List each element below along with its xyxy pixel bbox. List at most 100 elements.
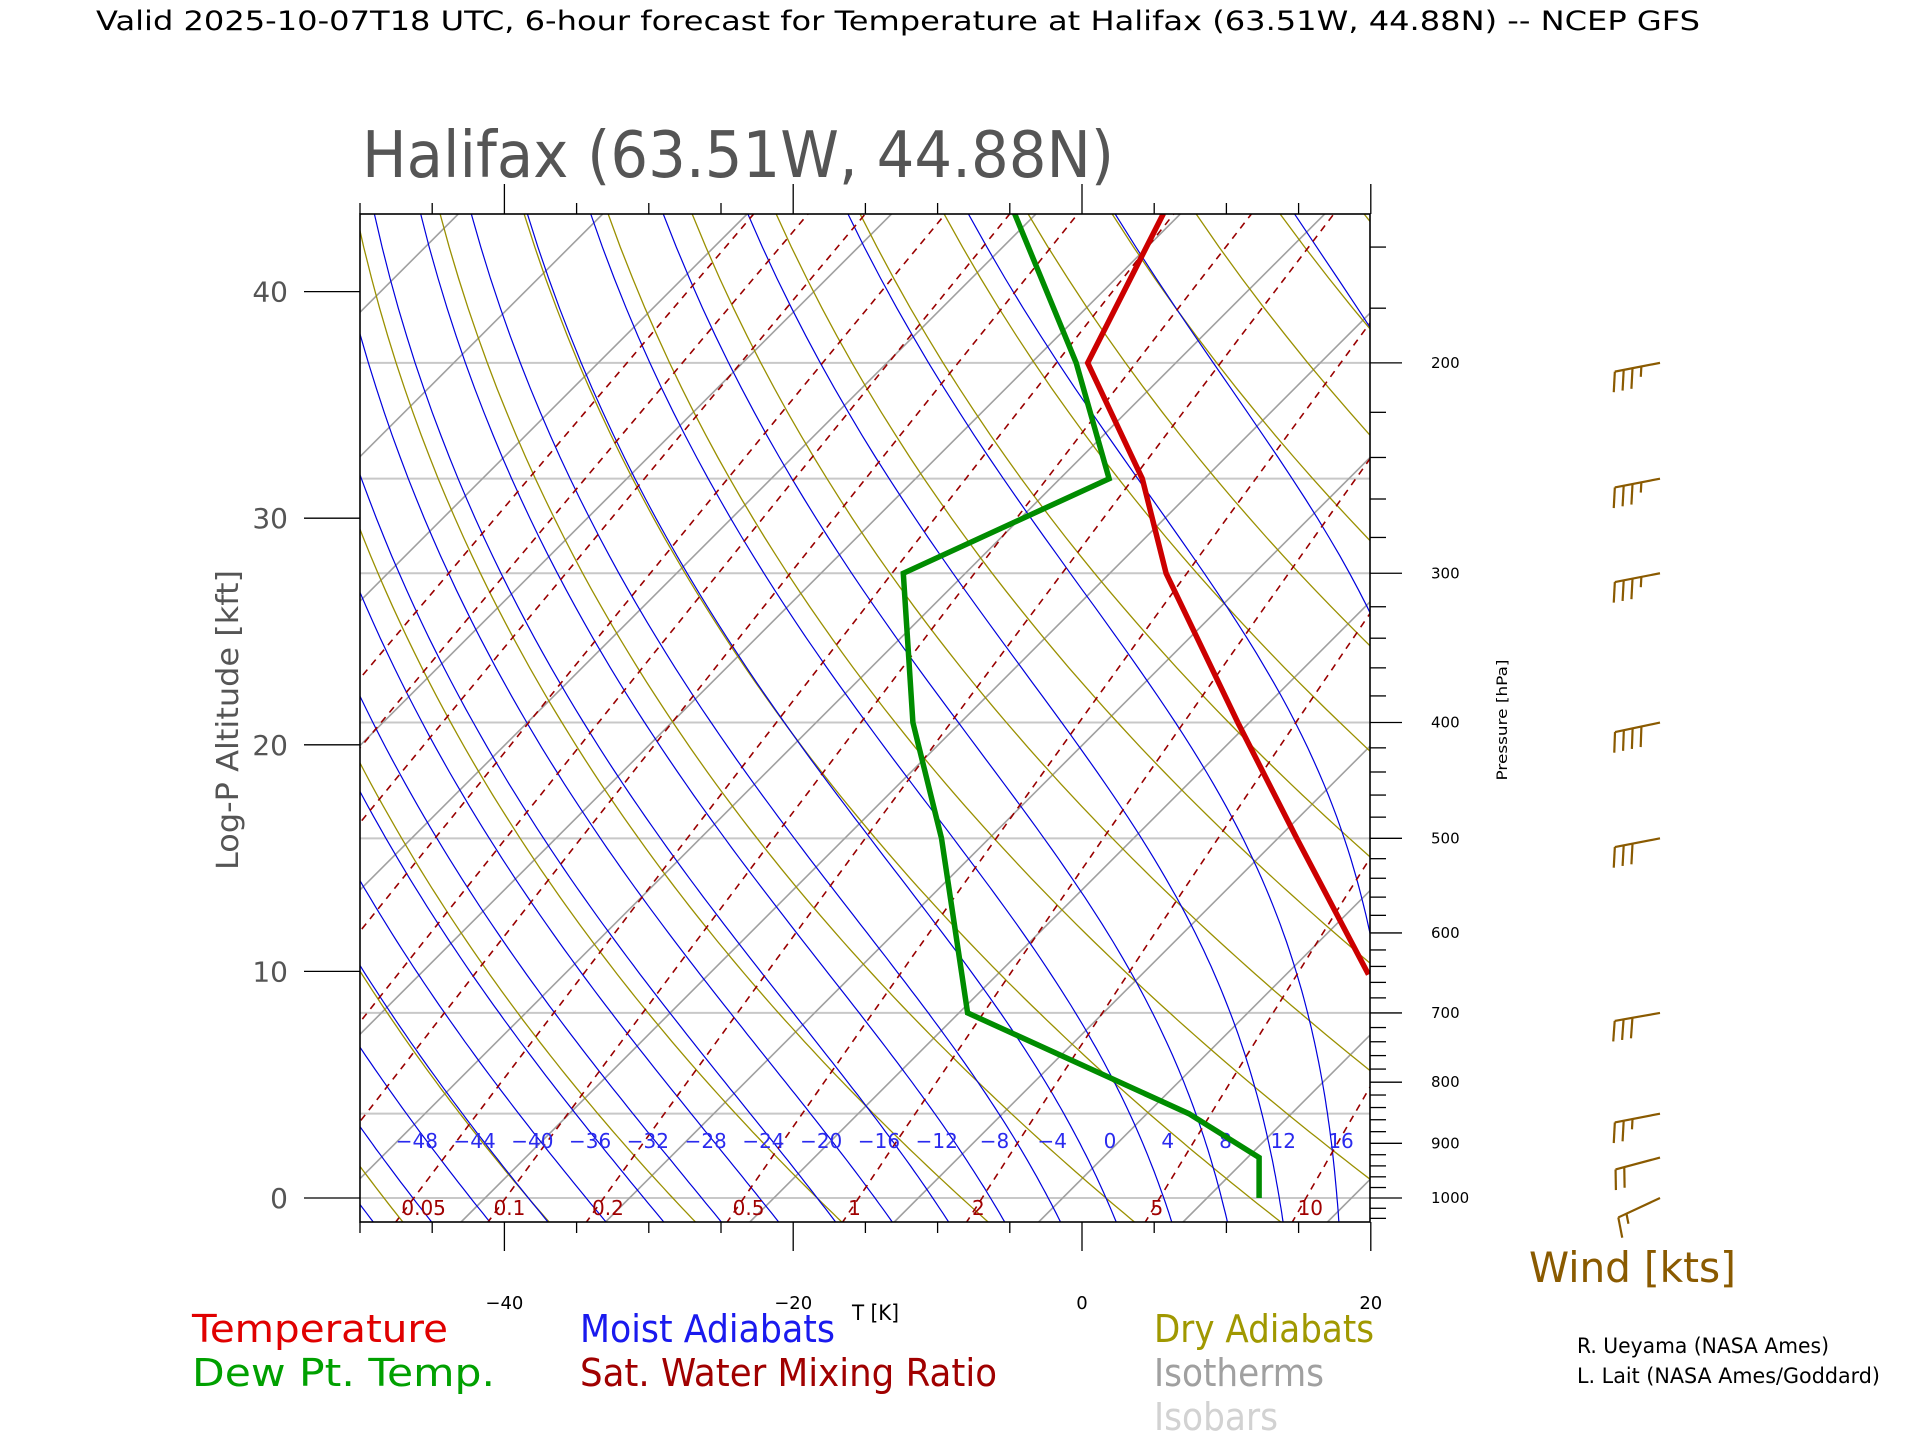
moist-adiabat-label: −44 (454, 1129, 496, 1153)
axes: −40 −20 0 200102030401000900800700600500400… (252, 184, 1469, 1314)
pressure-tick-label: 1000 (1431, 1189, 1469, 1207)
dry-adiabat-line (360, 761, 697, 1222)
moist-adiabat-line (360, 790, 665, 1222)
moist-adiabat-labels: −48 −44 −40 −36 −32 −28 −24 −20 −16 −12 −8 −4 0 4 8 12 1… (396, 1129, 1354, 1153)
chart-title: Halifax (63.51W, 44.88N) (362, 119, 1114, 193)
moist-adiabat-line (526, 214, 1117, 1222)
barb-staff (1614, 721, 1661, 734)
mixing-ratio-label: 2 (972, 1196, 985, 1220)
barb-full (1612, 371, 1616, 393)
legend-moist-adiabats: Moist Adiabats (580, 1307, 835, 1351)
moist-adiabat-label: 4 (1161, 1129, 1174, 1153)
x-axis-label: T [K] (851, 1301, 899, 1325)
dry-adiabat-line (360, 227, 990, 1222)
barb-half (1639, 576, 1643, 588)
moist-adiabat-line (360, 964, 549, 1222)
mixing-ratio-line (360, 214, 755, 680)
pressure-tick-label: 900 (1431, 1134, 1460, 1152)
dry-adiabat-line (1868, 214, 1920, 1224)
isotherm-line (749, 600, 1370, 1222)
mixing-ratio-label: 1 (848, 1196, 861, 1220)
isotherm-line (604, 456, 1370, 1222)
barb-full (1630, 728, 1634, 749)
dry-adiabat-line (1616, 214, 1920, 1224)
barb-full (1621, 580, 1625, 601)
moist-adiabat-line (360, 1046, 491, 1222)
dry-adiabat-line (360, 527, 843, 1222)
dry-adiabat-line (1532, 214, 1920, 1224)
dry-adiabat-line (1279, 214, 1370, 330)
barb-half (1639, 482, 1643, 493)
dry-adiabat-line (859, 214, 1370, 858)
barb-full (1630, 843, 1634, 865)
background-lines: −48 −44 −40 −36 −32 −28 −24 −20 −16 −12 −8 −4 0 4 8 12 1… (0, 214, 1920, 1224)
moist-adiabat-line (1114, 214, 1370, 615)
wind-barb (1612, 477, 1661, 509)
moist-adiabat-line (0, 214, 82, 1224)
barb-half (1639, 366, 1643, 377)
isotherm-line (0, 214, 169, 1222)
mixing-ratio-line (360, 214, 1079, 1123)
legend-dewpoint: Dew Pt. Temp. (192, 1351, 495, 1395)
mixing-ratio-line (965, 612, 1370, 1222)
barb-full (1612, 1020, 1616, 1042)
wind-barbs (1612, 361, 1661, 1238)
moist-adiabat-line (1621, 214, 1745, 1224)
dry-adiabats (360, 214, 1920, 1224)
moist-adiabat-label: −36 (569, 1129, 611, 1153)
moist-adiabat-line (360, 1203, 375, 1222)
barb-full (1621, 1019, 1625, 1040)
wind-barb (1612, 1112, 1661, 1144)
isotherm-line (360, 214, 1326, 1180)
profiles (900, 214, 1370, 1198)
barb-full (1621, 845, 1625, 867)
legend-dry-adiabats: Dry Adiabats (1154, 1307, 1374, 1351)
moist-adiabat-label: −4 (1037, 1129, 1066, 1153)
mixing-ratio-line (841, 457, 1370, 1222)
isotherm-line (0, 214, 25, 1222)
mixing-ratio-line (1144, 856, 1370, 1222)
barb-staff (1614, 361, 1661, 373)
pressure-tick-label: 800 (1431, 1073, 1460, 1091)
mixing-ratio-line (726, 321, 1370, 1222)
mixing-ratio-label: 0.5 (733, 1196, 765, 1220)
isotherm-line (1182, 1033, 1370, 1222)
mixing-ratio-labels: 0.05 0.1 0.2 0.5 1 2 5 10 (401, 1196, 1323, 1220)
moist-adiabat-label: 16 (1328, 1129, 1353, 1153)
moist-adiabat-label: −48 (396, 1129, 438, 1153)
dry-adiabat-line (523, 214, 1282, 1222)
mixing-ratio-line (1450, 214, 1920, 1224)
barb-half (1630, 1118, 1634, 1130)
barb-full (1612, 1122, 1616, 1144)
altitude-tick-label: 20 (252, 729, 288, 762)
moist-adiabats (0, 214, 1745, 1224)
pressure-tick-label: 400 (1431, 714, 1460, 732)
barb-full (1630, 578, 1634, 600)
barb-full (1612, 487, 1616, 509)
pressure-tick-label: 300 (1431, 564, 1460, 582)
barb-full (1621, 485, 1625, 507)
moist-adiabat-line (373, 214, 950, 1222)
barb-full (1621, 1120, 1625, 1142)
dry-adiabat-line (1700, 214, 1920, 1224)
barb-staff (1614, 1011, 1661, 1022)
mixing-ratio-line (360, 214, 1011, 1024)
barb-full (1630, 483, 1634, 505)
credit-line-2: L. Lait (NASA Ames/Goddard) (1577, 1364, 1880, 1388)
wind-barb (1612, 361, 1661, 393)
mixing-ratio-line (360, 214, 947, 933)
altitude-tick-label: 40 (252, 276, 288, 309)
wind-label: Wind [kts] (1529, 1243, 1736, 1292)
mixing-ratio-lines (360, 214, 1920, 1224)
mixing-ratio-label: 0.05 (401, 1196, 446, 1220)
barb-full (1629, 1017, 1634, 1039)
dry-adiabat-line (775, 214, 1370, 964)
y-axis-label-altitude: Log-P Altitude [kft] (211, 570, 246, 870)
temperature-profile (1084, 214, 1370, 976)
mixing-ratio-line (585, 214, 1335, 1222)
moist-adiabat-line (360, 472, 837, 1222)
wind-barb (1612, 572, 1661, 603)
altitude-tick-label: 30 (252, 502, 288, 535)
moist-adiabat-label: −32 (627, 1129, 669, 1153)
